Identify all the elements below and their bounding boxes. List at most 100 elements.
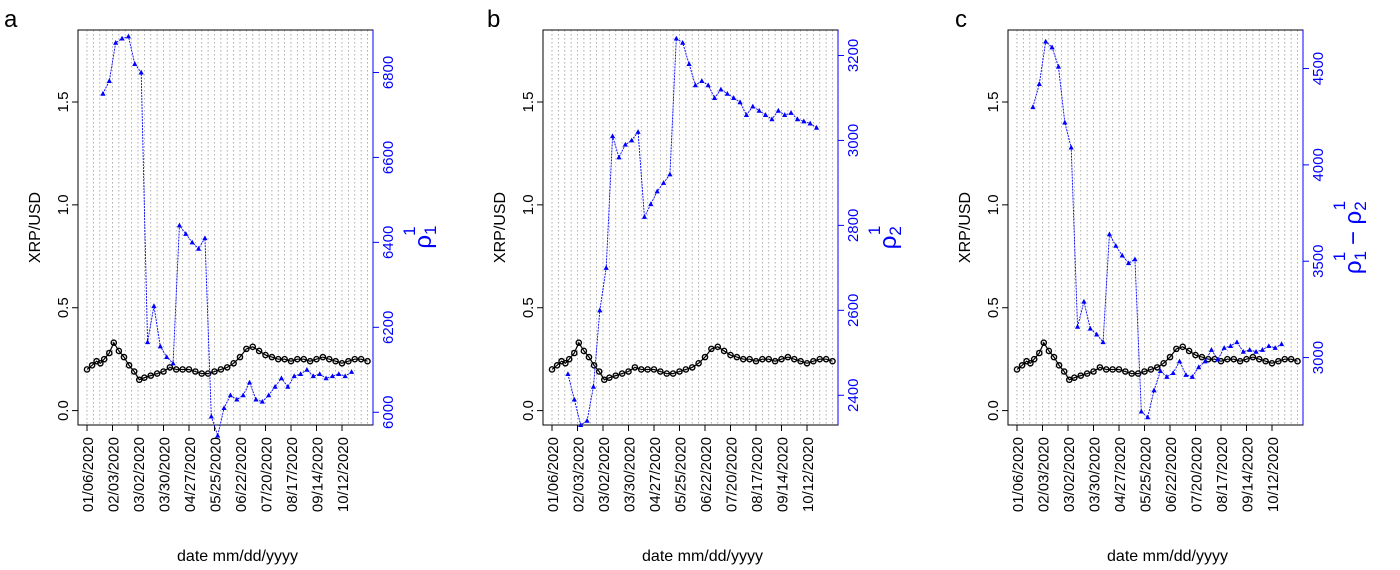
data-point xyxy=(720,347,728,355)
data-point xyxy=(345,357,352,365)
data-point xyxy=(1189,374,1195,379)
data-point xyxy=(185,366,193,373)
data-point xyxy=(106,78,112,83)
data-point xyxy=(1027,359,1034,367)
data-point xyxy=(1134,370,1142,377)
data-point xyxy=(113,39,119,45)
data-point xyxy=(609,133,616,139)
y-left-tick-label: 1.0 xyxy=(985,194,1002,215)
data-point xyxy=(578,422,584,427)
data-point xyxy=(788,110,794,115)
data-point xyxy=(1240,348,1246,354)
data-point xyxy=(771,357,779,365)
data-point xyxy=(100,355,108,363)
data-point xyxy=(153,370,161,377)
x-tick-label: 08/17/2020 xyxy=(284,437,301,512)
data-point xyxy=(325,355,333,363)
x-tick-label: 09/14/2020 xyxy=(310,437,327,512)
data-point xyxy=(297,371,304,377)
series-line xyxy=(1016,341,1298,381)
y-right-tick-label: 6600 xyxy=(380,141,397,174)
data-point xyxy=(1153,364,1161,371)
x-tick-label: 01/06/2020 xyxy=(80,437,97,512)
x-tick-label: 05/25/2020 xyxy=(1138,437,1155,512)
data-point xyxy=(1164,374,1170,379)
data-point xyxy=(657,368,664,375)
data-point xyxy=(1272,345,1278,350)
data-point xyxy=(249,343,257,351)
data-point xyxy=(612,372,620,379)
data-point xyxy=(246,379,253,385)
data-point xyxy=(1036,81,1042,86)
data-point xyxy=(192,368,199,375)
data-point xyxy=(172,366,180,373)
data-point xyxy=(616,154,622,160)
data-point xyxy=(110,339,118,347)
data-point xyxy=(170,360,176,366)
y-left-tick-label: 1.5 xyxy=(985,92,1002,113)
y-right-tick-label: 4500 xyxy=(1310,52,1327,85)
data-point xyxy=(332,357,339,365)
y-left-tick-label: 0.0 xyxy=(520,400,537,421)
data-point xyxy=(268,353,276,361)
data-point xyxy=(1045,347,1053,355)
data-point xyxy=(310,373,316,379)
data-point xyxy=(294,355,301,363)
data-point xyxy=(708,345,715,353)
data-point xyxy=(1106,231,1113,237)
data-point xyxy=(1090,368,1097,375)
data-point xyxy=(1176,358,1183,364)
data-point xyxy=(1100,339,1106,345)
data-point xyxy=(106,349,113,357)
data-point xyxy=(1247,347,1253,352)
data-point xyxy=(217,366,225,373)
data-point xyxy=(1224,355,1231,363)
data-point xyxy=(711,95,718,100)
data-point xyxy=(204,370,212,377)
y-right-tick-label: 2600 xyxy=(845,294,862,327)
x-tick-label: 02/03/2020 xyxy=(106,437,123,512)
data-point xyxy=(285,383,291,389)
data-point xyxy=(1173,345,1180,353)
x-tick-label: 08/17/2020 xyxy=(749,437,766,512)
data-point xyxy=(1050,353,1058,361)
y-left-tick-label: 0.5 xyxy=(520,297,537,318)
data-point xyxy=(692,82,699,88)
data-point xyxy=(141,374,148,381)
data-point xyxy=(236,353,244,361)
data-point xyxy=(1179,343,1187,351)
data-point xyxy=(1068,144,1074,150)
data-point xyxy=(797,357,804,365)
data-point xyxy=(125,362,133,369)
data-point xyxy=(603,265,609,270)
data-point xyxy=(151,303,157,309)
data-point xyxy=(705,82,711,88)
data-point xyxy=(138,69,144,75)
data-point xyxy=(1166,353,1174,361)
y-right-axis-title: ρ11 xyxy=(400,226,440,249)
data-point xyxy=(1094,331,1100,337)
data-point xyxy=(810,357,817,365)
data-point xyxy=(319,353,327,361)
rho-superscript-2: 1 xyxy=(1330,201,1349,210)
data-point xyxy=(300,355,308,363)
x-tick-label: 04/27/2020 xyxy=(182,437,199,512)
data-point xyxy=(1043,38,1049,44)
x-tick-label: 07/20/2020 xyxy=(1189,437,1206,512)
data-point xyxy=(336,371,342,377)
data-point xyxy=(695,359,702,367)
data-point xyxy=(120,353,128,361)
data-point xyxy=(313,355,320,363)
data-point xyxy=(718,86,724,92)
data-point xyxy=(650,366,658,373)
data-point xyxy=(1060,368,1068,375)
data-point xyxy=(1196,364,1202,370)
data-point xyxy=(686,61,692,66)
data-point xyxy=(769,116,775,122)
data-point xyxy=(667,171,673,177)
data-point xyxy=(724,90,730,96)
data-point xyxy=(253,396,259,402)
data-point xyxy=(635,129,641,134)
y-right-axis-title: ρ11 − ρ21 xyxy=(1330,201,1370,274)
data-point xyxy=(1145,414,1151,420)
